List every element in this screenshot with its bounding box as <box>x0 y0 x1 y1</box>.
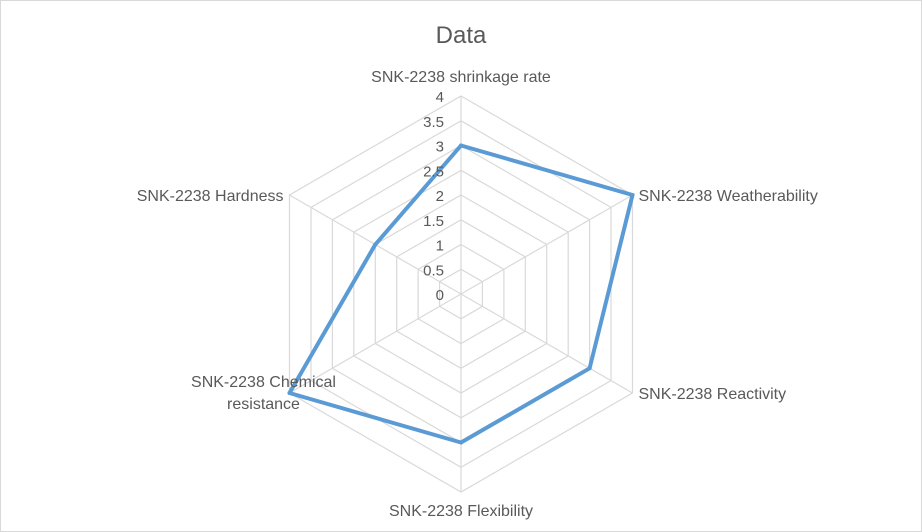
tick-label: 0.5 <box>423 262 444 279</box>
axis-spoke <box>460 293 633 394</box>
tick-label: 0 <box>436 287 444 304</box>
category-label: SNK-2238 Flexibility <box>389 503 533 520</box>
series-layer <box>287 143 635 445</box>
chart-title: Data <box>435 22 487 49</box>
tick-label-layer: 0 0.5 1 1.5 2 2.5 3 3.5 4 <box>423 89 444 304</box>
tick-label: 3 <box>436 139 444 156</box>
data-point <box>630 193 635 197</box>
data-point <box>373 242 378 247</box>
data-point <box>459 143 463 148</box>
axis-spoke <box>460 194 633 295</box>
category-label: SNK-2238 shrinkage rate <box>371 69 551 86</box>
data-point <box>587 366 592 371</box>
tick-label: 3.5 <box>423 114 444 131</box>
category-label: SNK-2238 Hardness <box>137 188 284 205</box>
tick-label: 1.5 <box>423 213 444 230</box>
tick-label: 4 <box>436 89 444 106</box>
category-label-layer: SNK-2238 shrinkage rate SNK-2238 Weathera… <box>137 69 818 520</box>
data-point <box>287 391 292 395</box>
category-label: SNK-2238 Weatherability <box>639 188 818 205</box>
category-label: SNK-2238 Chemical resistance <box>191 374 336 413</box>
data-point <box>459 440 463 445</box>
axis-spoke <box>289 293 462 394</box>
category-label: SNK-2238 Reactivity <box>639 386 787 403</box>
tick-label: 2.5 <box>423 163 444 180</box>
tick-label: 1 <box>436 238 444 255</box>
tick-label: 2 <box>436 188 444 205</box>
grid-layer <box>288 95 634 493</box>
